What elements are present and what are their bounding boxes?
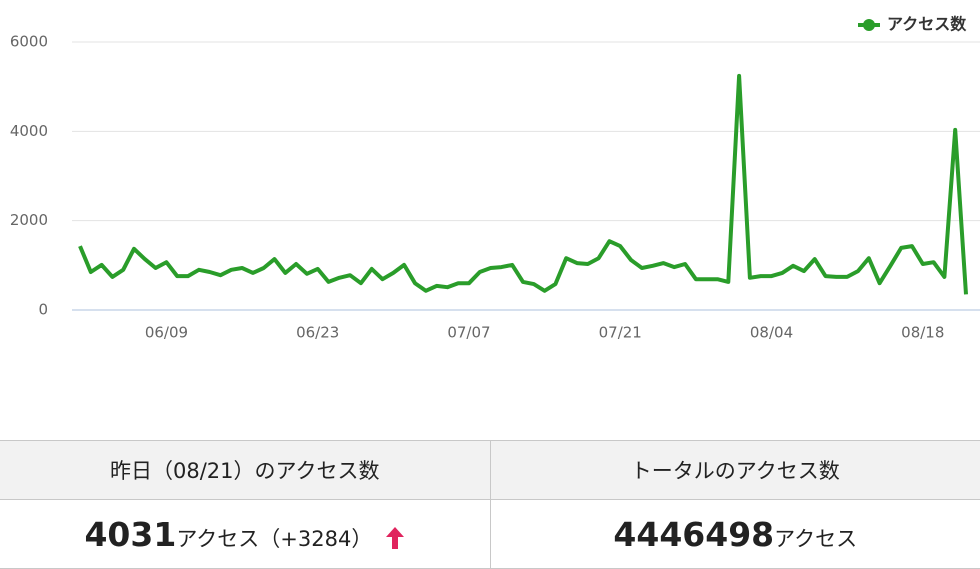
- legend-marker: [863, 19, 875, 31]
- header-cell: 昨日（08/21）のアクセス数: [0, 440, 491, 500]
- legend-label: アクセス数: [887, 15, 967, 34]
- x-tick-label: 08/18: [901, 324, 944, 342]
- total-cell: 4446498アクセス: [489, 499, 980, 569]
- total-count: 4446498: [613, 514, 775, 554]
- y-tick-label: 6000: [10, 33, 48, 51]
- header-row: 昨日（08/21）のアクセス数 トータルのアクセス数: [0, 440, 980, 500]
- x-tick-label: 06/23: [296, 324, 339, 342]
- stats-table: 昨日（08/21）のアクセス数 トータルのアクセス数 4031アクセス（+328…: [0, 440, 980, 569]
- data-line: [78, 73, 968, 295]
- y-tick-label: 2000: [10, 211, 48, 229]
- y-tick-label: 4000: [10, 122, 48, 140]
- x-tick-label: 06/09: [145, 324, 188, 342]
- header-cell: トータルのアクセス数: [489, 440, 980, 500]
- y-tick-label: 0: [38, 301, 48, 319]
- total-unit: アクセス: [774, 526, 858, 551]
- yesterday-cell: 4031アクセス（+3284）: [0, 499, 491, 569]
- yesterday-count: 4031: [84, 514, 177, 554]
- value-row: 4031アクセス（+3284） 4446498アクセス: [0, 499, 980, 569]
- chart: 0 2000 4000 6000 06/09 06/23 07/07 07/21 08/04 08…: [10, 15, 980, 342]
- legend: アクセス数: [858, 15, 967, 34]
- up-arrow-icon: [386, 526, 405, 549]
- x-tick-label: 07/21: [599, 324, 642, 342]
- yesterday-unit: アクセス（+3284）: [176, 526, 373, 551]
- x-tick-label: 07/07: [447, 324, 490, 342]
- x-tick-label: 08/04: [750, 324, 793, 342]
